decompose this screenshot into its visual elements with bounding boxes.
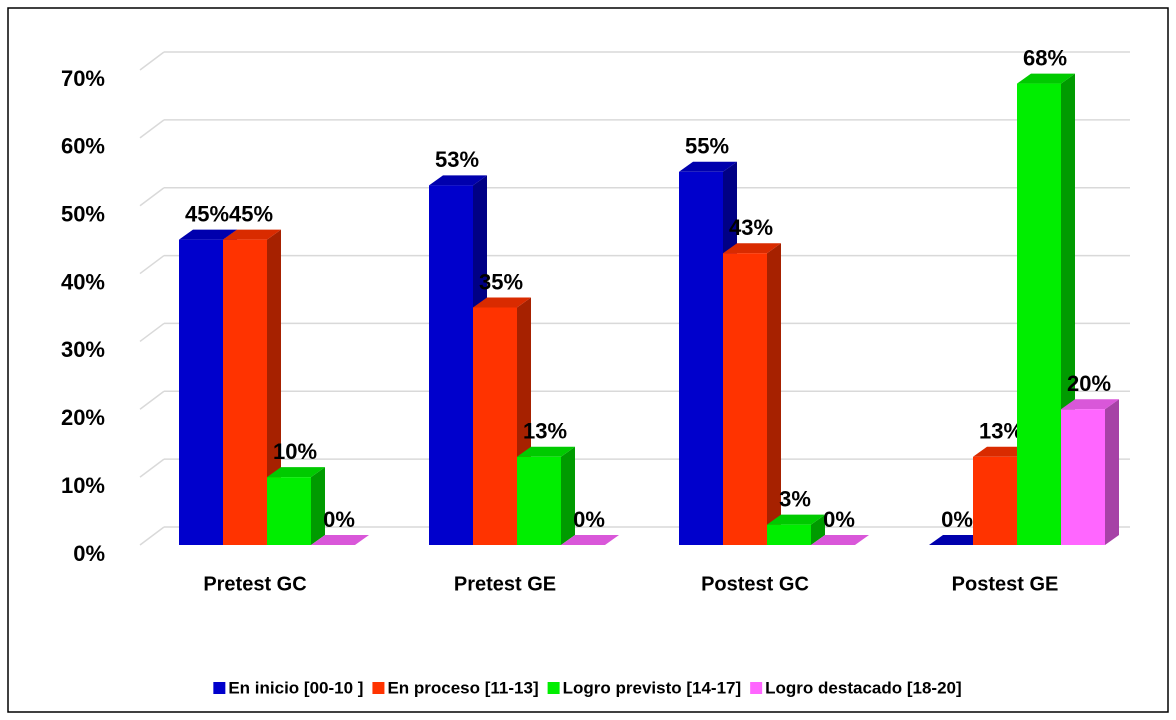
grid-line [139,322,1130,343]
grid-line-side [139,119,165,139]
bar [767,514,825,545]
y-tick-label: 0% [73,541,105,566]
bar-front [1061,409,1105,545]
data-label: 43% [729,215,773,240]
x-tick-label: Pretest GE [454,573,556,595]
data-label: 13% [523,419,567,444]
x-tick-label: Postest GE [952,573,1059,595]
y-tick-label: 70% [61,66,105,91]
x-tick-label: Postest GC [701,573,809,595]
data-label: 45% [229,201,273,226]
grid-line-side [139,322,165,343]
grid-line [139,254,1130,275]
grid-line [139,390,1130,410]
legend-swatch [372,682,385,694]
legend-swatch [547,682,560,694]
bar-top [179,229,237,240]
bar-top [1061,399,1119,410]
grid-line [139,51,1130,71]
bar-top [723,243,781,254]
bar-front [723,253,767,545]
legend-swatch [750,682,763,694]
grid-line-side [139,254,165,275]
legend-label: Logro previsto [14-17] [563,678,742,697]
bar-top [267,467,325,478]
bar-front [679,171,723,546]
data-label: 10% [273,439,317,464]
legend-label: En inicio [00-10 ] [228,678,363,697]
bar-side [1105,399,1119,545]
data-label: 0% [573,507,605,532]
bar-front [517,456,561,545]
data-label: 20% [1067,371,1111,396]
bar-side [267,229,281,545]
bar-top [429,175,487,186]
legend-label: Logro destacado [18-20] [765,678,962,697]
bar-top [223,229,281,240]
bar-side [811,514,825,545]
grid-line-side [139,51,165,71]
grid-line-side [139,458,165,478]
grid-line [139,186,1130,207]
y-tick-label: 20% [61,405,105,430]
bar-front [473,307,517,545]
bar-top [767,514,825,525]
bar-top [973,446,1031,457]
bar-top [1017,73,1075,84]
bar [267,467,325,545]
grid-line-side [139,390,165,410]
bar-side [311,467,325,545]
bar [929,535,987,545]
y-tick-label: 10% [61,473,105,498]
data-label: 53% [435,147,479,172]
bar [517,446,575,545]
bar-top [517,446,575,457]
grid-line-side [139,187,165,207]
bar-front [223,239,267,545]
bar-top [929,535,987,545]
y-tick-label: 50% [61,202,105,227]
x-tick-label: Pretest GC [203,573,306,595]
bar [311,535,369,545]
legend-swatch [213,682,226,694]
bar [223,229,281,545]
legend-label: En proceso [11-13] [387,678,538,697]
bar-front [973,456,1017,545]
bar-top [561,535,619,545]
bar [723,243,781,545]
grid-line [139,119,1130,139]
data-label: 45% [185,201,229,226]
y-tick-label: 60% [61,134,105,159]
grid-line-side [139,526,165,546]
bar-top [811,535,869,545]
grid-line [139,458,1130,478]
data-label: 3% [779,486,811,511]
data-label: 0% [941,507,973,532]
bar [561,535,619,545]
bar-top [473,297,531,308]
bar [1061,399,1119,545]
data-label: 0% [323,507,355,532]
bar-side [767,243,781,545]
y-tick-label: 30% [61,337,105,362]
bar [1017,73,1075,546]
data-label: 13% [979,419,1023,444]
bar-front [267,477,311,545]
bar-top [679,161,737,172]
bar-side [561,446,575,545]
bar-front [179,239,223,545]
data-label: 55% [685,134,729,159]
data-label: 35% [479,269,523,294]
bar-front [1017,83,1061,546]
y-tick-label: 40% [61,269,105,294]
data-label: 0% [823,507,855,532]
bar-front [767,524,811,545]
bar-front [429,185,473,545]
data-label: 68% [1023,45,1067,70]
bar [811,535,869,545]
bar-top [311,535,369,545]
